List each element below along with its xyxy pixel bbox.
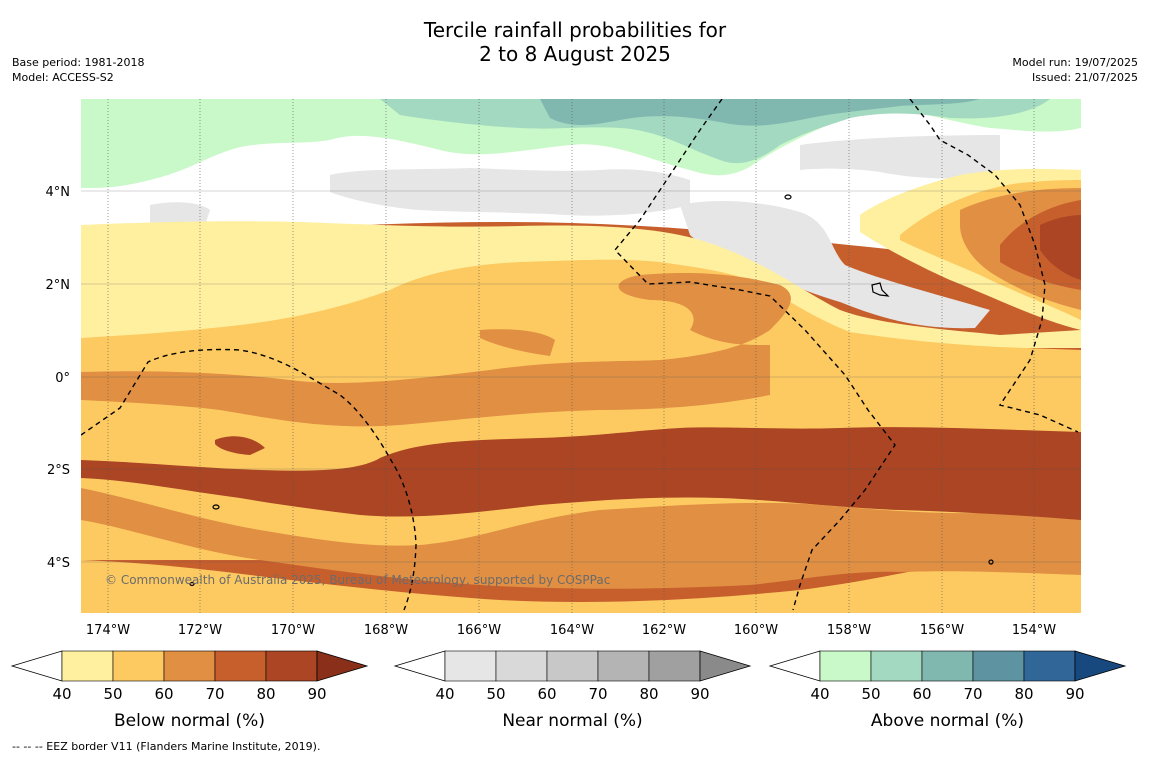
lon-tick-label: 174°W [86,623,130,638]
lon-axis-labels: 174°W 172°W 170°W 168°W 166°W 164°W 162°… [86,623,1056,638]
lat-tick-label: 4°N [46,185,71,200]
colorbar-segment [163,650,216,682]
colorbar-tick-label: 50 [103,685,122,703]
lon-tick-label: 164°W [550,623,594,638]
colorbar-segment [214,650,267,682]
colorbar-tick-label: 60 [537,685,556,703]
colorbar-title: Below normal (%) [114,711,265,731]
colorbar-tick-label: 40 [52,685,71,703]
graticule [81,99,1081,613]
colorbar-title: Above normal (%) [871,711,1024,731]
field-below-80 [81,427,1081,520]
colorbar-tick-label: 40 [810,685,829,703]
colorbar-near: 40 50 60 70 80 90 Near normal (%) [393,650,752,731]
islands [189,194,994,587]
lat-axis-labels: 4°N 2°N 0° 2°S 4°S [46,185,71,571]
run-info: Model run: 19/07/2025 Issued: 21/07/2025 [1012,55,1138,85]
copyright-text: © Commonwealth of Australia 2025, Bureau… [105,573,610,587]
field-below-60-south [81,488,1081,589]
title-line-1: Tercile rainfall probabilities for [423,18,727,42]
lon-tick-label: 154°W [1012,623,1056,638]
colorbar-tick-label: 90 [1065,685,1084,703]
colorbar-tick-label: 40 [435,685,454,703]
lat-tick-label: 4°S [47,556,70,571]
lon-tick-label: 168°W [364,623,408,638]
colorbar-tick-label: 90 [307,685,326,703]
field-below-50-south [81,540,1081,613]
colorbar-tick-label: 80 [639,685,658,703]
colorbar-low-extension [768,650,821,682]
rainfall-map: © Commonwealth of Australia 2025, Bureau… [10,99,1127,731]
colorbar-segment [597,650,650,682]
lat-tick-label: 2°N [46,278,71,293]
colorbar-segment [444,650,497,682]
colorbar-segment [495,650,548,682]
model-name: Model: ACCESS-S2 [12,71,114,84]
field-above-50 [380,99,1050,164]
colorbar-tick-label: 70 [205,685,224,703]
eez-footnote: -- -- -- EEZ border V11 (Flanders Marine… [12,740,321,753]
issued-date: Issued: 21/07/2025 [1031,71,1138,84]
probability-fields [81,99,1081,613]
field-above-60 [540,99,980,126]
colorbar-tick-label: 80 [256,685,275,703]
title-line-2: 2 to 8 August 2025 [479,42,671,66]
colorbar-tick-label: 60 [154,685,173,703]
colorbar-tick-label: 80 [1014,685,1033,703]
colorbar-segment [112,650,165,682]
colorbar-low-extension [10,650,63,682]
lon-tick-label: 162°W [642,623,686,638]
eez-borders [81,99,1079,611]
colorbar-segment [819,650,872,682]
colorbar-tick-label: 60 [912,685,931,703]
colorbar-tick-label: 90 [690,685,709,703]
field-below-60-patch [480,329,555,356]
map-title: Tercile rainfall probabilities for 2 to … [0,18,1150,66]
colorbar-tick-label: 70 [588,685,607,703]
field-below-60 [81,273,791,427]
colorbar-segment [1023,650,1076,682]
colorbar-tick-label: 70 [963,685,982,703]
colorbar-segment [972,650,1025,682]
colorbar-segment [921,650,974,682]
colorbar-segment [546,650,599,682]
field-near-40-a [330,168,690,216]
lon-tick-label: 160°W [734,623,778,638]
field-below-80-patch [215,436,265,455]
field-below-80-east [1040,215,1081,280]
colorbar-title: Near normal (%) [502,711,642,731]
field-near-40-d [800,135,1000,179]
lon-tick-label: 170°W [271,623,315,638]
colorbar-segment [870,650,923,682]
colorbar-above: 40 50 60 70 80 90 Above normal (%) [768,650,1127,731]
lat-tick-label: 0° [55,371,70,386]
colorbar-tick-label: 50 [486,685,505,703]
lat-tick-label: 2°S [47,463,70,478]
model-info: Base period: 1981-2018 Model: ACCESS-S2 [12,55,144,85]
field-near-40-c [680,200,990,329]
colorbar-high-extension [1074,650,1127,682]
lon-tick-label: 172°W [178,623,222,638]
colorbar-segment [648,650,701,682]
colorbar-low-extension [393,650,446,682]
lon-tick-label: 156°W [920,623,964,638]
colorbars: 40 50 60 70 80 90 Below normal (%) 40 50 60 70 80 90… [10,650,1127,731]
colorbar-high-extension [699,650,752,682]
base-period: Base period: 1981-2018 [12,56,145,69]
colorbar-below: 40 50 60 70 80 90 Below normal (%) [10,650,369,731]
colorbar-tick-label: 50 [861,685,880,703]
colorbar-high-extension [316,650,369,682]
colorbar-segment [265,650,318,682]
colorbar-segment [61,650,114,682]
model-run-date: Model run: 19/07/2025 [1012,56,1138,69]
lon-tick-label: 166°W [457,623,501,638]
lon-tick-label: 158°W [827,623,871,638]
